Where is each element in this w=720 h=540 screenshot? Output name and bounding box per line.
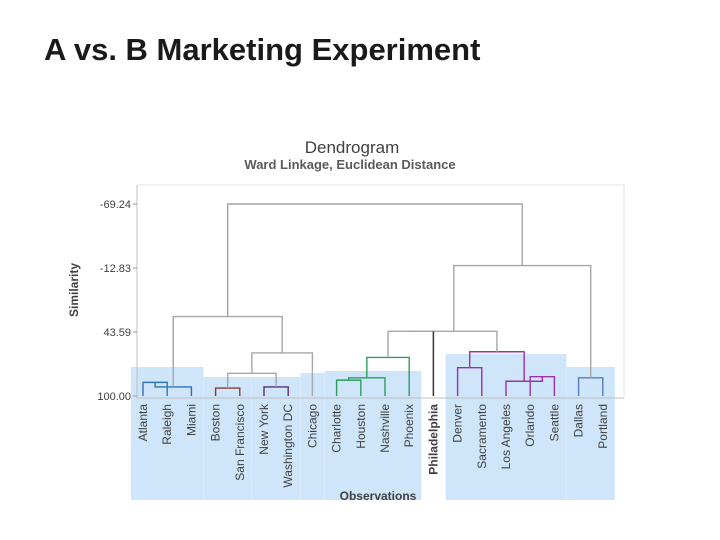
leaf-label-nashville: Nashville xyxy=(378,404,392,453)
link-m6 xyxy=(251,352,314,396)
y-axis: -69.24 -12.83 43.59 100.00 xyxy=(97,185,624,403)
cluster-box-dallas xyxy=(566,367,615,500)
leaf-label-houston: Houston xyxy=(354,404,368,449)
leaf-label-orlando: Orlando xyxy=(523,404,537,447)
leaf-label-los-angeles: Los Angeles xyxy=(499,404,513,469)
link-m19 xyxy=(227,203,523,317)
slide-title: A vs. B Marketing Experiment xyxy=(44,32,481,67)
y-tick-label: -12.83 xyxy=(100,263,131,275)
leaf-label-portland: Portland xyxy=(596,404,610,449)
chart-title: Dendrogram xyxy=(305,138,400,157)
leaf-label-atlanta: Atlanta xyxy=(136,404,150,442)
leaf-label-raleigh: Raleigh xyxy=(160,404,174,445)
y-tick-label: -69.24 xyxy=(100,199,131,211)
chart-subtitle: Ward Linkage, Euclidean Distance xyxy=(244,157,455,172)
leaf-label-charlotte: Charlotte xyxy=(330,404,344,453)
link-m17 xyxy=(410,330,498,352)
leaf-label-chicago: Chicago xyxy=(305,404,319,448)
link-m10 xyxy=(456,366,483,396)
y-tick-label: 43.59 xyxy=(103,327,131,339)
leaf-label-philadelphia: Philadelphia xyxy=(426,404,440,475)
leaf-label-denver: Denver xyxy=(451,404,465,443)
leaf-label-washington-dc: Washington DC xyxy=(281,404,295,488)
x-axis-label: Observations xyxy=(340,489,417,503)
y-axis-label: Similarity xyxy=(67,263,81,317)
leaf-label-seattle: Seattle xyxy=(547,404,561,442)
leaf-label-boston: Boston xyxy=(209,404,223,441)
link-m9 xyxy=(366,356,410,396)
cluster-box-denver xyxy=(445,354,567,500)
cluster-box-charlotte xyxy=(324,371,422,500)
leaf-labels: Atlanta Raleigh Miami Boston San Francisco Ne… xyxy=(136,403,610,488)
leaf-label-phoenix: Phoenix xyxy=(402,404,416,447)
leaf-label-san-francisco: San Francisco xyxy=(233,404,247,481)
dendrogram-links xyxy=(142,203,604,396)
leaf-label-sacramento: Sacramento xyxy=(475,404,489,469)
leaf-label-miami: Miami xyxy=(184,404,198,436)
leaf-label-new-york: New York xyxy=(257,403,271,455)
leaf-label-dallas: Dallas xyxy=(572,404,586,437)
link-m12 xyxy=(505,376,543,396)
y-tick-label: 100.00 xyxy=(97,391,131,403)
link-m1 xyxy=(142,381,168,396)
link-m3 xyxy=(214,387,241,396)
